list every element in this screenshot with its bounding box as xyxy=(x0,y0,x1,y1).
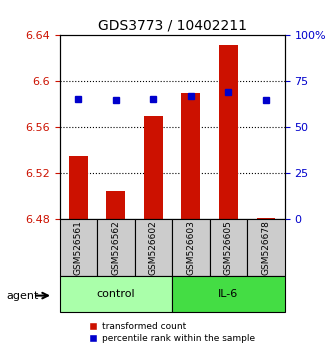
FancyBboxPatch shape xyxy=(135,219,172,276)
FancyBboxPatch shape xyxy=(210,219,247,276)
Bar xyxy=(257,218,275,219)
FancyBboxPatch shape xyxy=(60,276,172,312)
Text: GSM526605: GSM526605 xyxy=(224,220,233,275)
FancyBboxPatch shape xyxy=(247,219,285,276)
Text: control: control xyxy=(97,289,135,299)
Text: GSM526603: GSM526603 xyxy=(186,220,195,275)
Bar xyxy=(219,45,238,219)
Text: GSM526561: GSM526561 xyxy=(74,220,83,275)
FancyBboxPatch shape xyxy=(60,219,97,276)
Text: GSM526602: GSM526602 xyxy=(149,221,158,275)
FancyBboxPatch shape xyxy=(172,276,285,312)
Text: GSM526678: GSM526678 xyxy=(261,220,270,275)
Bar xyxy=(107,191,125,219)
Text: IL-6: IL-6 xyxy=(218,289,239,299)
Legend: transformed count, percentile rank within the sample: transformed count, percentile rank withi… xyxy=(89,322,256,343)
Bar xyxy=(181,93,200,219)
FancyBboxPatch shape xyxy=(97,219,135,276)
Text: GSM526562: GSM526562 xyxy=(111,221,120,275)
FancyBboxPatch shape xyxy=(172,219,210,276)
Title: GDS3773 / 10402211: GDS3773 / 10402211 xyxy=(98,19,247,33)
Bar xyxy=(69,156,88,219)
Text: agent: agent xyxy=(7,291,39,301)
Bar xyxy=(144,116,163,219)
